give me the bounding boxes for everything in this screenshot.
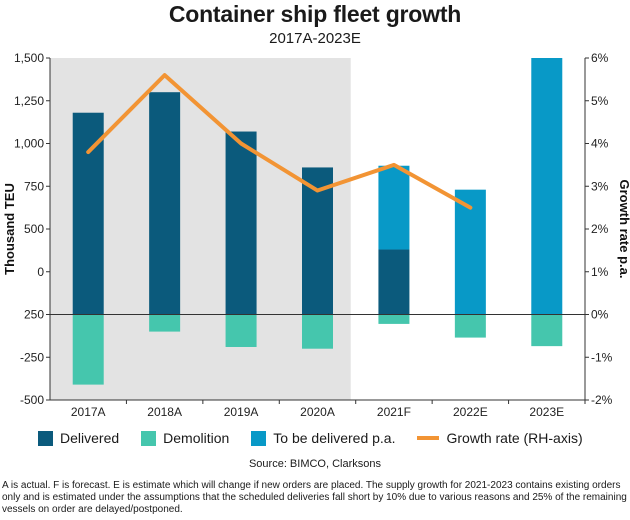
right-tick-label: -1% <box>591 350 613 364</box>
legend-item-to-be-delivered: To be delivered p.a. <box>251 430 395 446</box>
bar-to-be-delivered <box>378 165 410 250</box>
chart-title: Container ship fleet growth <box>168 1 462 27</box>
right-tick-label: 6% <box>591 51 609 65</box>
chart-legend: Delivered Demolition To be delivered p.a… <box>38 428 630 448</box>
left-tick-label: 1,250 <box>14 94 44 108</box>
x-tick-label: 2021F <box>377 405 411 419</box>
left-tick-label: 250 <box>24 308 44 322</box>
bar-demolition <box>454 314 486 338</box>
right-tick-label: 0% <box>591 308 609 322</box>
x-tick-label: 2018A <box>147 405 182 419</box>
bar-delivered <box>149 92 181 315</box>
left-tick-label: -250 <box>20 350 44 364</box>
right-tick-label: 4% <box>591 137 609 151</box>
bar-demolition <box>225 314 257 347</box>
left-tick-label: 1,500 <box>14 51 44 65</box>
bar-delivered <box>225 131 257 315</box>
right-axis-title: Growth rate p.a. <box>617 180 630 279</box>
legend-swatch-growth-rate <box>417 436 440 440</box>
bar-delivered <box>378 249 410 315</box>
legend-label-to-be-delivered: To be delivered p.a. <box>273 430 396 446</box>
legend-label-growth-rate: Growth rate (RH-axis) <box>446 430 583 446</box>
right-tick-label: -2% <box>591 393 613 407</box>
chart-footnote: A is actual. F is forecast. E is estimat… <box>2 480 627 515</box>
legend-swatch-demolition <box>141 430 157 446</box>
bar-demolition <box>149 314 181 332</box>
x-tick-label: 2017A <box>71 405 106 419</box>
bar-demolition <box>531 314 563 347</box>
chart-source: Source: BIMCO, Clarksons <box>248 458 382 470</box>
x-tick-label: 2023E <box>529 405 564 419</box>
legend-label-delivered: Delivered <box>60 430 120 446</box>
right-tick-label: 1% <box>591 265 609 279</box>
left-tick-label: 0 <box>37 265 44 279</box>
bar-delivered <box>72 112 104 315</box>
left-axis-title: Thousand TEU <box>2 183 17 275</box>
left-tick-label: 500 <box>24 222 44 236</box>
right-tick-label: 5% <box>591 94 609 108</box>
x-tick-label: 2019A <box>224 405 259 419</box>
right-tick-label: 3% <box>591 179 609 193</box>
left-tick-label: -500 <box>20 393 44 407</box>
legend-item-delivered: Delivered <box>38 430 119 446</box>
bar-to-be-delivered <box>454 189 486 315</box>
legend-label-demolition: Demolition <box>163 430 230 446</box>
bar-demolition <box>302 314 333 349</box>
bar-demolition <box>378 314 410 324</box>
left-tick-label: 750 <box>24 179 44 193</box>
legend-swatch-to-be-delivered <box>251 430 267 446</box>
right-tick-label: 2% <box>591 222 609 236</box>
bar-demolition <box>72 314 104 385</box>
legend-item-demolition: Demolition <box>141 430 229 446</box>
legend-swatch-delivered <box>38 430 53 446</box>
chart-subtitle: 2017A-2023E <box>269 30 361 47</box>
x-tick-label: 2020A <box>300 405 335 419</box>
growth-rate-line <box>86 73 473 210</box>
x-tick-label: 2022E <box>453 405 488 419</box>
legend-item-growth-rate: Growth rate (RH-axis) <box>417 430 583 446</box>
left-tick-label: 1,000 <box>14 137 44 151</box>
bar-to-be-delivered <box>531 58 563 315</box>
